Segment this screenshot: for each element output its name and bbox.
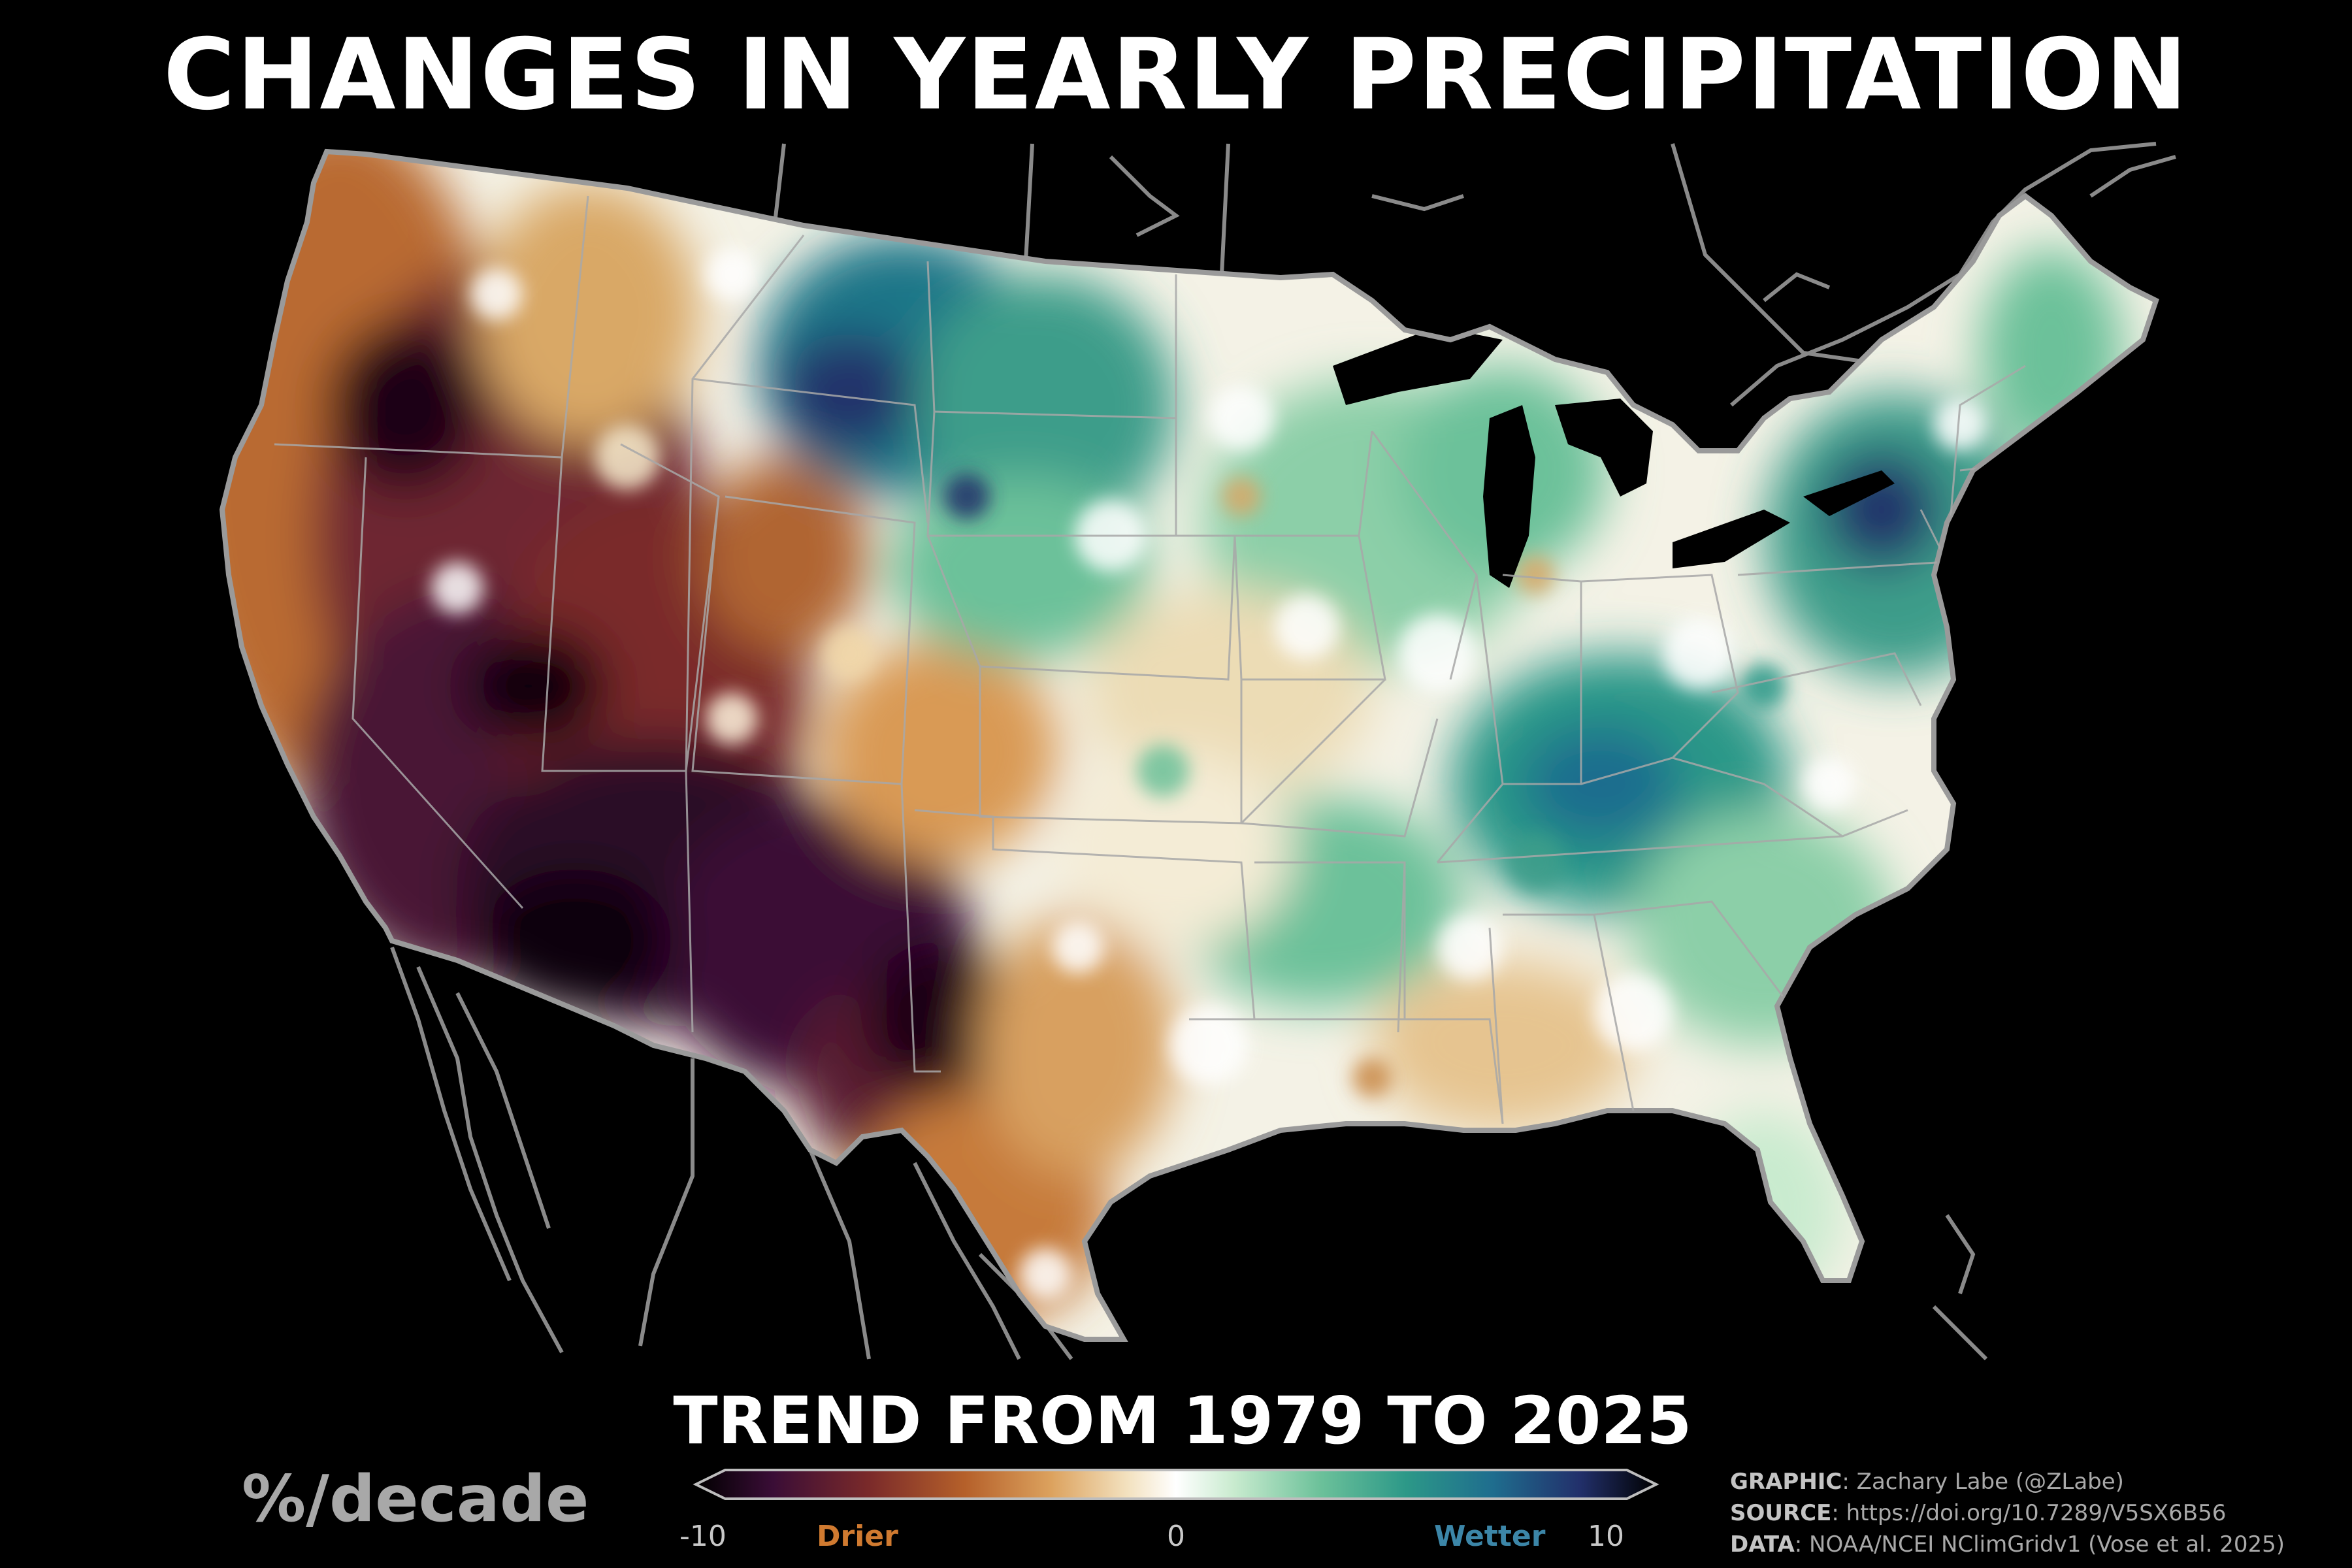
- map-title: CHANGES IN YEARLY PRECIPITATION: [163, 18, 2189, 132]
- units-label: %/decade: [242, 1462, 589, 1537]
- colorbar-max-label: 10: [1588, 1520, 1624, 1553]
- credit-graphic: GRAPHIC: Zachary Labe (@ZLabe): [1730, 1466, 2344, 1497]
- neighbor-outlines: [390, 142, 2176, 1361]
- colorbar-wetter-label: Wetter: [1434, 1520, 1546, 1553]
- credit-source: SOURCE: https://doi.org/10.7289/V5SX6B56: [1730, 1497, 2344, 1529]
- great-lakes: [1333, 327, 1895, 588]
- map-subtitle: TREND FROM 1979 TO 2025: [673, 1382, 1692, 1459]
- colorbar-drier-label: Drier: [817, 1520, 898, 1553]
- credit-source-label: SOURCE: [1730, 1500, 1832, 1526]
- colorbar-min-label: -10: [679, 1520, 727, 1553]
- credit-data-label: DATA: [1730, 1531, 1795, 1558]
- credit-data-value: : NOAA/NCEI NClimGridv1 (Vose et al. 202…: [1794, 1531, 2285, 1558]
- state-borders: [274, 195, 2078, 1124]
- credit-source-value: : https://doi.org/10.7289/V5SX6B56: [1831, 1500, 2227, 1526]
- credit-graphic-value: : Zachary Labe (@ZLabe): [1842, 1469, 2124, 1495]
- credit-data: DATA: NOAA/NCEI NClimGridv1 (Vose et al.…: [1730, 1529, 2344, 1560]
- credits-block: GRAPHIC: Zachary Labe (@ZLabe) SOURCE: h…: [1730, 1466, 2344, 1560]
- colorbar-mid-label: 0: [1167, 1520, 1185, 1553]
- colorbar-gradient: [693, 1469, 1659, 1500]
- credit-graphic-label: GRAPHIC: [1730, 1469, 1842, 1495]
- precip-field: [222, 152, 2156, 1339]
- colorbar: [693, 1469, 1659, 1500]
